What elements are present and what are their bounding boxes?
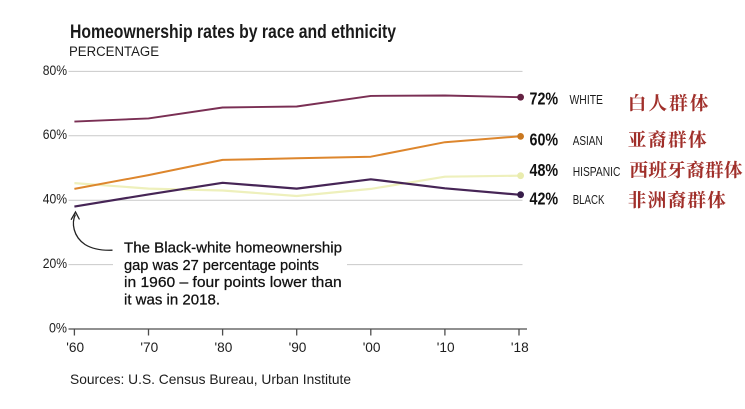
svg-text:in 1960 – four points lower th: in 1960 – four points lower than — [124, 275, 342, 291]
svg-text:60%: 60% — [43, 126, 67, 142]
svg-text:HISPANIC: HISPANIC — [573, 165, 621, 179]
svg-text:'10: '10 — [437, 339, 455, 355]
svg-text:'60: '60 — [66, 339, 84, 355]
svg-text:80%: 80% — [43, 62, 67, 78]
svg-text:20%: 20% — [43, 255, 67, 271]
svg-text:ASIAN: ASIAN — [573, 134, 603, 148]
svg-text:60%: 60% — [530, 130, 559, 150]
svg-text:48%: 48% — [530, 160, 559, 180]
svg-text:The Black-white homeownership: The Black-white homeownership — [124, 241, 342, 257]
svg-text:'18: '18 — [511, 339, 529, 355]
svg-text:42%: 42% — [530, 188, 559, 208]
svg-text:gap was 27 percentage points: gap was 27 percentage points — [124, 258, 319, 274]
svg-text:'70: '70 — [140, 339, 158, 355]
svg-text:BLACK: BLACK — [573, 193, 605, 207]
svg-text:'80: '80 — [215, 339, 233, 355]
svg-text:Homeownership rates by race an: Homeownership rates by race and ethnicit… — [70, 22, 396, 43]
svg-text:72%: 72% — [530, 88, 559, 108]
svg-text:WHITE: WHITE — [570, 93, 604, 107]
svg-text:'90: '90 — [289, 339, 307, 355]
svg-text:'00: '00 — [363, 339, 381, 355]
svg-text:Sources: U.S. Census Bureau, U: Sources: U.S. Census Bureau, Urban Insti… — [70, 371, 351, 387]
svg-text:0%: 0% — [49, 319, 67, 335]
svg-text:40%: 40% — [43, 191, 67, 207]
svg-text:it was in 2018.: it was in 2018. — [124, 293, 220, 309]
svg-text:PERCENTAGE: PERCENTAGE — [69, 44, 159, 59]
